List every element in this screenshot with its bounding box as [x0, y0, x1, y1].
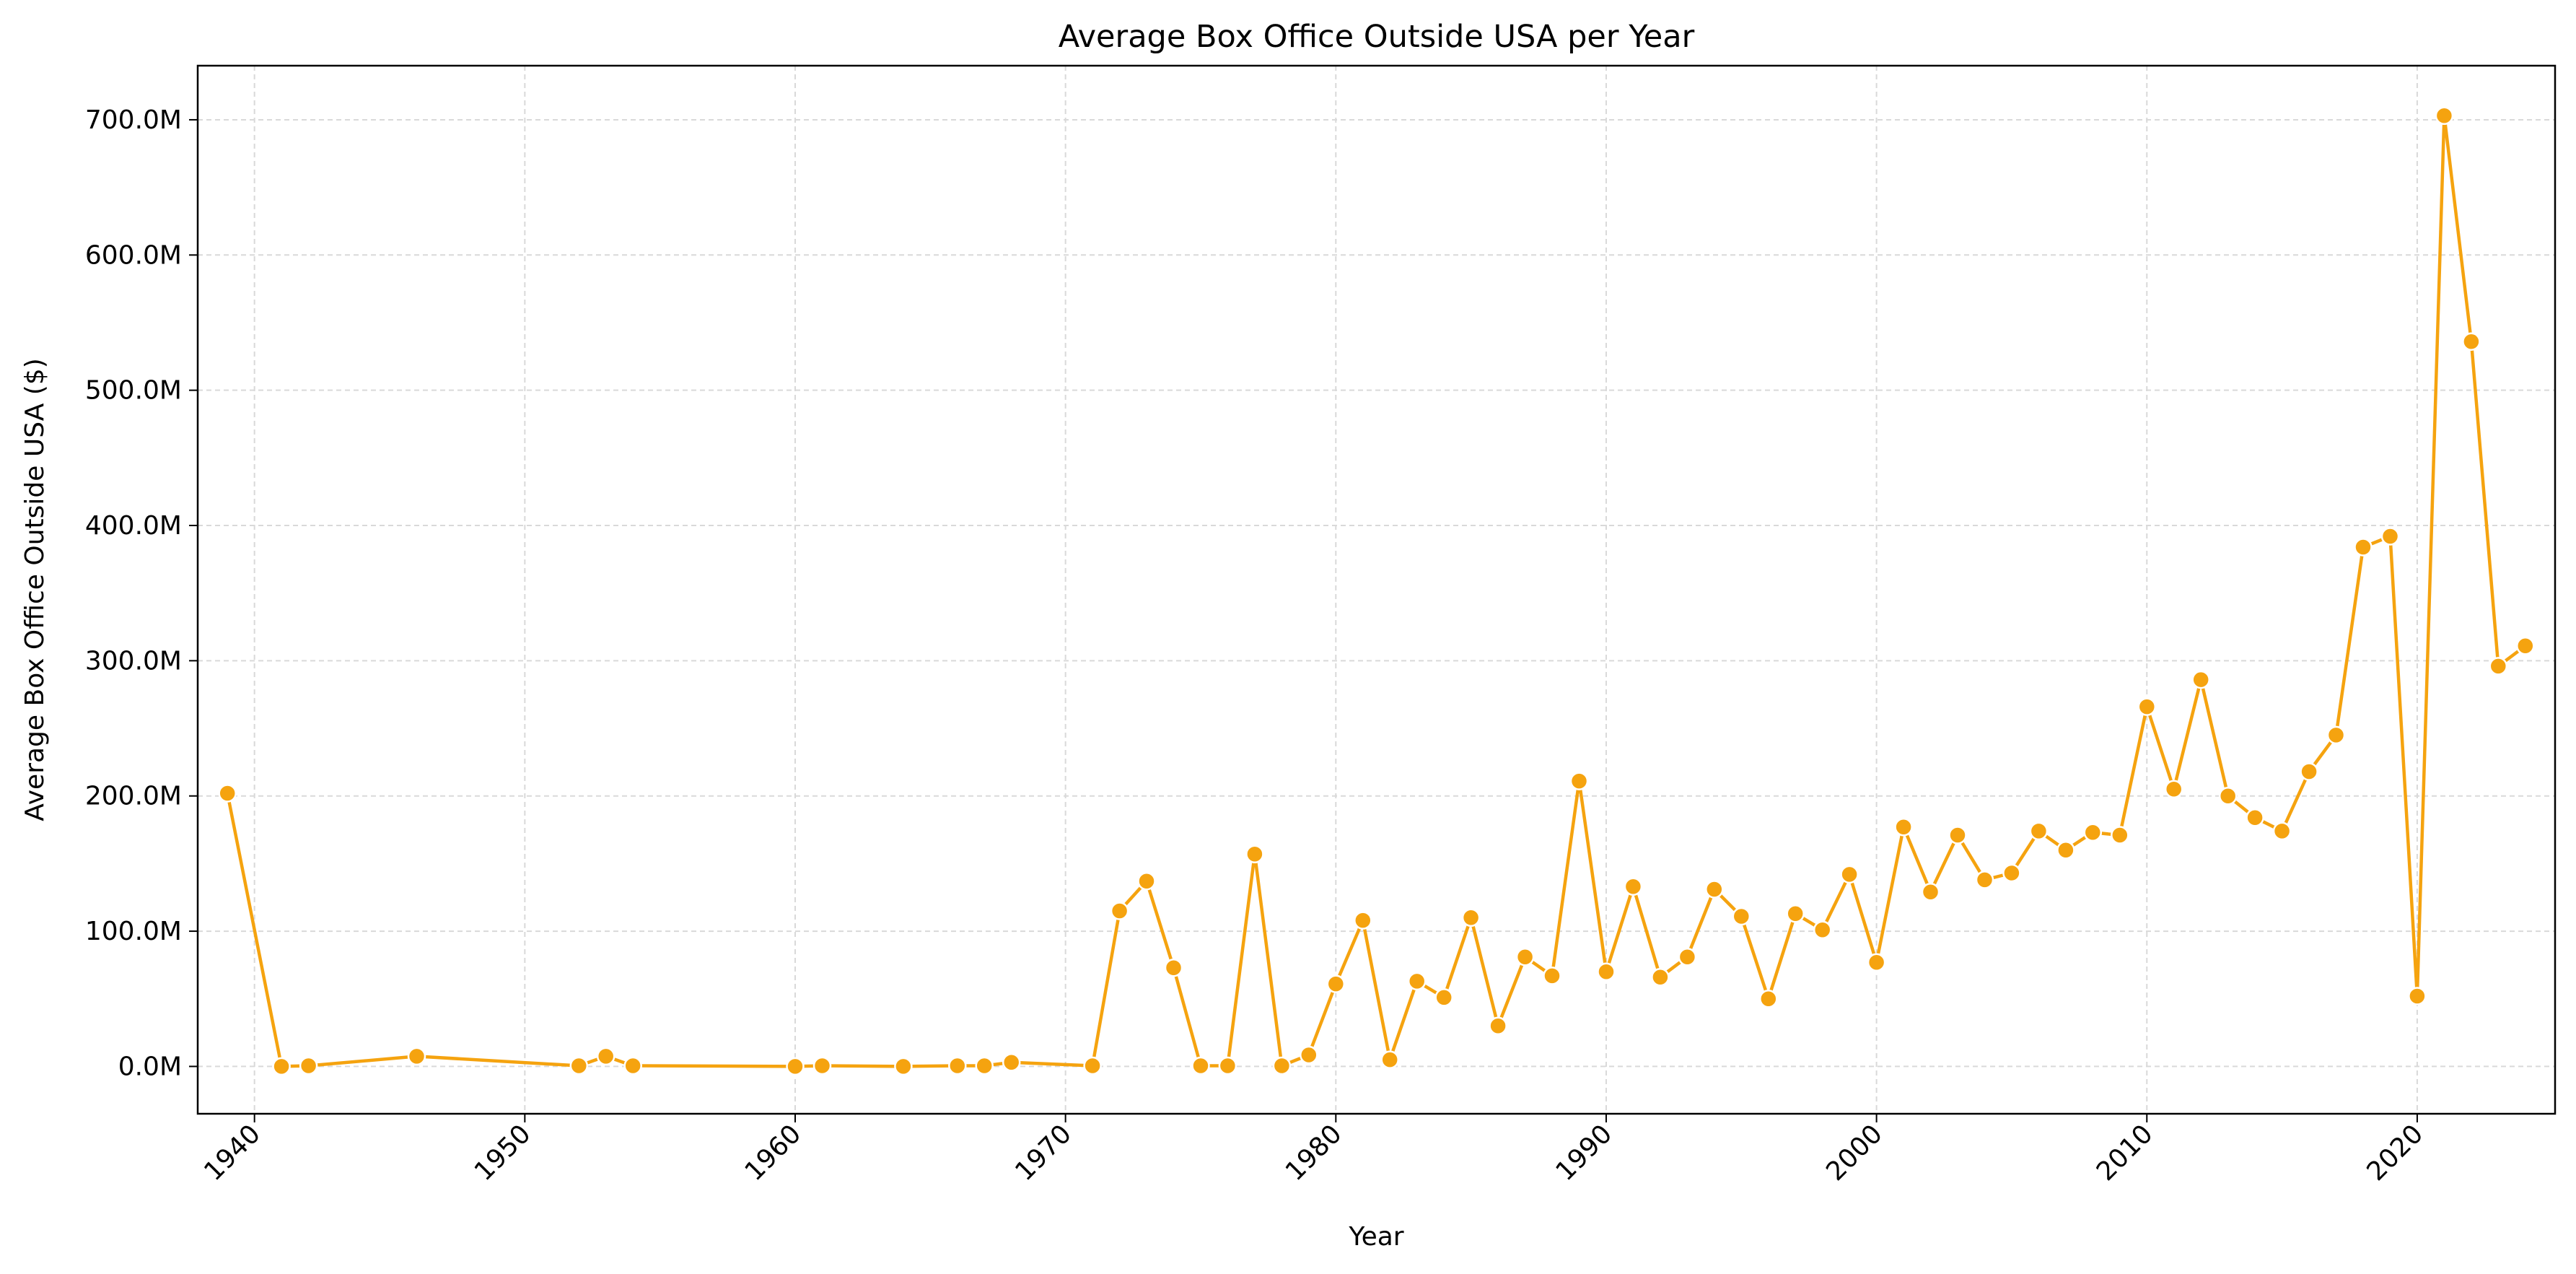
- data-point: [1975, 871, 1994, 889]
- data-point: [1705, 880, 1724, 899]
- data-point: [569, 1056, 589, 1076]
- data-point: [2300, 762, 2318, 781]
- data-point: [2164, 780, 2183, 799]
- x-axis-label: Year: [1348, 1222, 1403, 1252]
- y-tick-label: 700.0M: [85, 105, 182, 135]
- data-point: [1326, 974, 1346, 993]
- data-point: [1813, 920, 1832, 939]
- y-tick-label: 300.0M: [85, 646, 182, 676]
- data-point: [1380, 1050, 1399, 1069]
- data-point: [2218, 786, 2238, 806]
- data-point: [2354, 538, 2373, 557]
- data-point: [894, 1057, 913, 1076]
- y-tick-label: 200.0M: [85, 782, 182, 811]
- y-axis-label: Average Box Office Outside USA ($): [20, 358, 50, 821]
- data-point: [1461, 908, 1481, 928]
- data-point: [272, 1057, 291, 1076]
- data-point: [623, 1056, 642, 1076]
- data-point: [2516, 637, 2535, 655]
- data-point: [1894, 818, 1913, 837]
- data-point: [2029, 821, 2049, 841]
- data-point: [1272, 1056, 1292, 1076]
- data-point: [1597, 962, 1616, 982]
- data-point: [2272, 821, 2292, 841]
- data-point: [2489, 657, 2508, 676]
- data-point: [975, 1056, 994, 1076]
- data-point: [2111, 826, 2129, 845]
- series-points: [218, 106, 2535, 1076]
- data-point: [2083, 823, 2103, 842]
- data-point: [1407, 972, 1427, 991]
- data-point: [2137, 697, 2157, 716]
- data-point: [1948, 826, 1967, 845]
- y-tick-label: 600.0M: [85, 240, 182, 270]
- data-point: [596, 1047, 615, 1066]
- data-point: [1678, 947, 1697, 967]
- plot-frame: [196, 64, 2557, 1115]
- data-point: [1759, 989, 1778, 1008]
- data-point: [2435, 106, 2454, 126]
- data-point: [2246, 808, 2264, 827]
- data-point: [1245, 845, 1264, 864]
- data-point: [2191, 670, 2210, 689]
- data-point: [218, 784, 237, 803]
- data-point: [1002, 1053, 1021, 1072]
- data-point: [1434, 988, 1453, 1007]
- data-point: [2326, 725, 2346, 745]
- data-point: [1110, 902, 1129, 920]
- chart-title: Average Box Office Outside USA per Year: [1059, 19, 1695, 55]
- data-point: [1515, 947, 1535, 967]
- data-point: [1083, 1056, 1102, 1076]
- data-point: [948, 1056, 967, 1076]
- y-tick-label: 400.0M: [85, 511, 182, 541]
- data-point: [407, 1047, 426, 1066]
- y-tick-label: 0.0M: [118, 1052, 182, 1081]
- data-point: [2002, 863, 2021, 883]
- y-tick-label: 100.0M: [85, 917, 182, 946]
- data-point: [2380, 527, 2400, 546]
- data-point: [1354, 911, 1372, 930]
- data-point: [1300, 1045, 1318, 1065]
- data-point: [1543, 967, 1561, 985]
- data-point: [1840, 865, 1859, 884]
- data-point: [1164, 958, 1183, 977]
- data-point: [1786, 904, 1805, 923]
- y-axis-ticks: 0.0M 100.0M 200.0M 300.0M 400.0M 500.0M 600.0M…: [85, 105, 198, 1081]
- data-point: [299, 1056, 318, 1076]
- y-tick-label: 500.0M: [85, 376, 182, 406]
- data-point: [1867, 953, 1886, 972]
- data-point: [1624, 877, 1643, 896]
- data-point: [1569, 772, 1589, 790]
- grid-lines: [198, 66, 2555, 1114]
- data-point: [1218, 1056, 1237, 1076]
- data-point: [1732, 907, 1751, 926]
- data-point: [2056, 840, 2075, 860]
- data-point: [1921, 882, 1940, 902]
- data-point: [812, 1056, 832, 1076]
- data-point: [1191, 1056, 1210, 1076]
- data-point: [1489, 1016, 1507, 1035]
- data-point: [2462, 332, 2481, 351]
- data-point: [1651, 968, 1670, 987]
- data-point: [786, 1057, 805, 1076]
- data-point: [2408, 987, 2427, 1005]
- data-point: [1137, 871, 1156, 891]
